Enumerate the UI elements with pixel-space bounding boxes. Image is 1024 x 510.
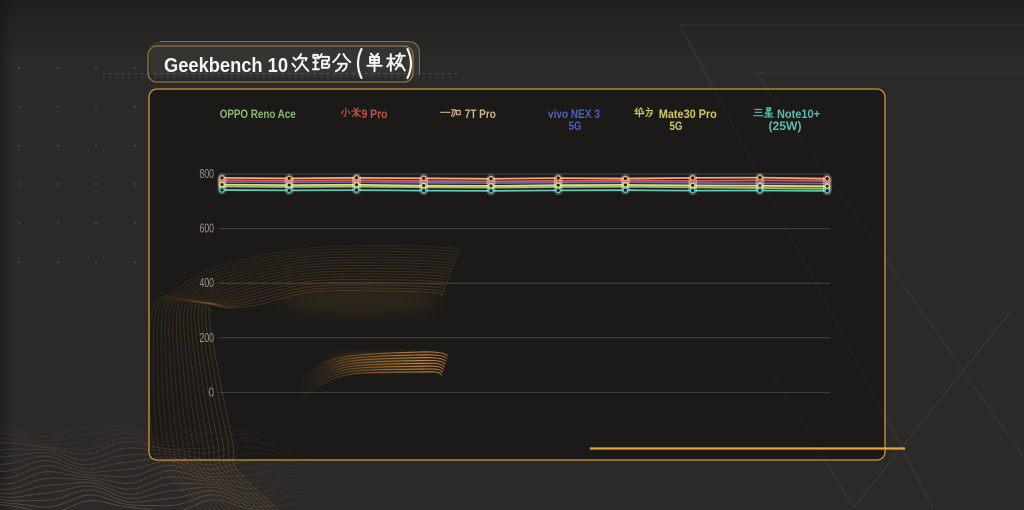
svg-text:9 Pro: 9 Pro	[362, 109, 388, 121]
svg-text:0: 0	[209, 384, 214, 399]
svg-text:vivo NEX 3: vivo NEX 3	[548, 109, 600, 121]
svg-text:Mate30 Pro: Mate30 Pro	[659, 109, 717, 121]
svg-text:200: 200	[200, 330, 215, 345]
svg-text:800: 800	[200, 166, 215, 181]
svg-text:400: 400	[200, 275, 215, 290]
svg-text:600: 600	[200, 221, 215, 236]
svg-text:Geekbench 10: Geekbench 10	[164, 54, 288, 77]
svg-text:OPPO Reno Ace: OPPO Reno Ace	[220, 109, 296, 121]
svg-text:5G: 5G	[569, 121, 582, 133]
svg-text:7T Pro: 7T Pro	[465, 109, 496, 121]
svg-text:5G: 5G	[670, 121, 683, 133]
svg-text:Note10+: Note10+	[777, 109, 820, 121]
svg-text:(25W): (25W)	[769, 121, 802, 133]
